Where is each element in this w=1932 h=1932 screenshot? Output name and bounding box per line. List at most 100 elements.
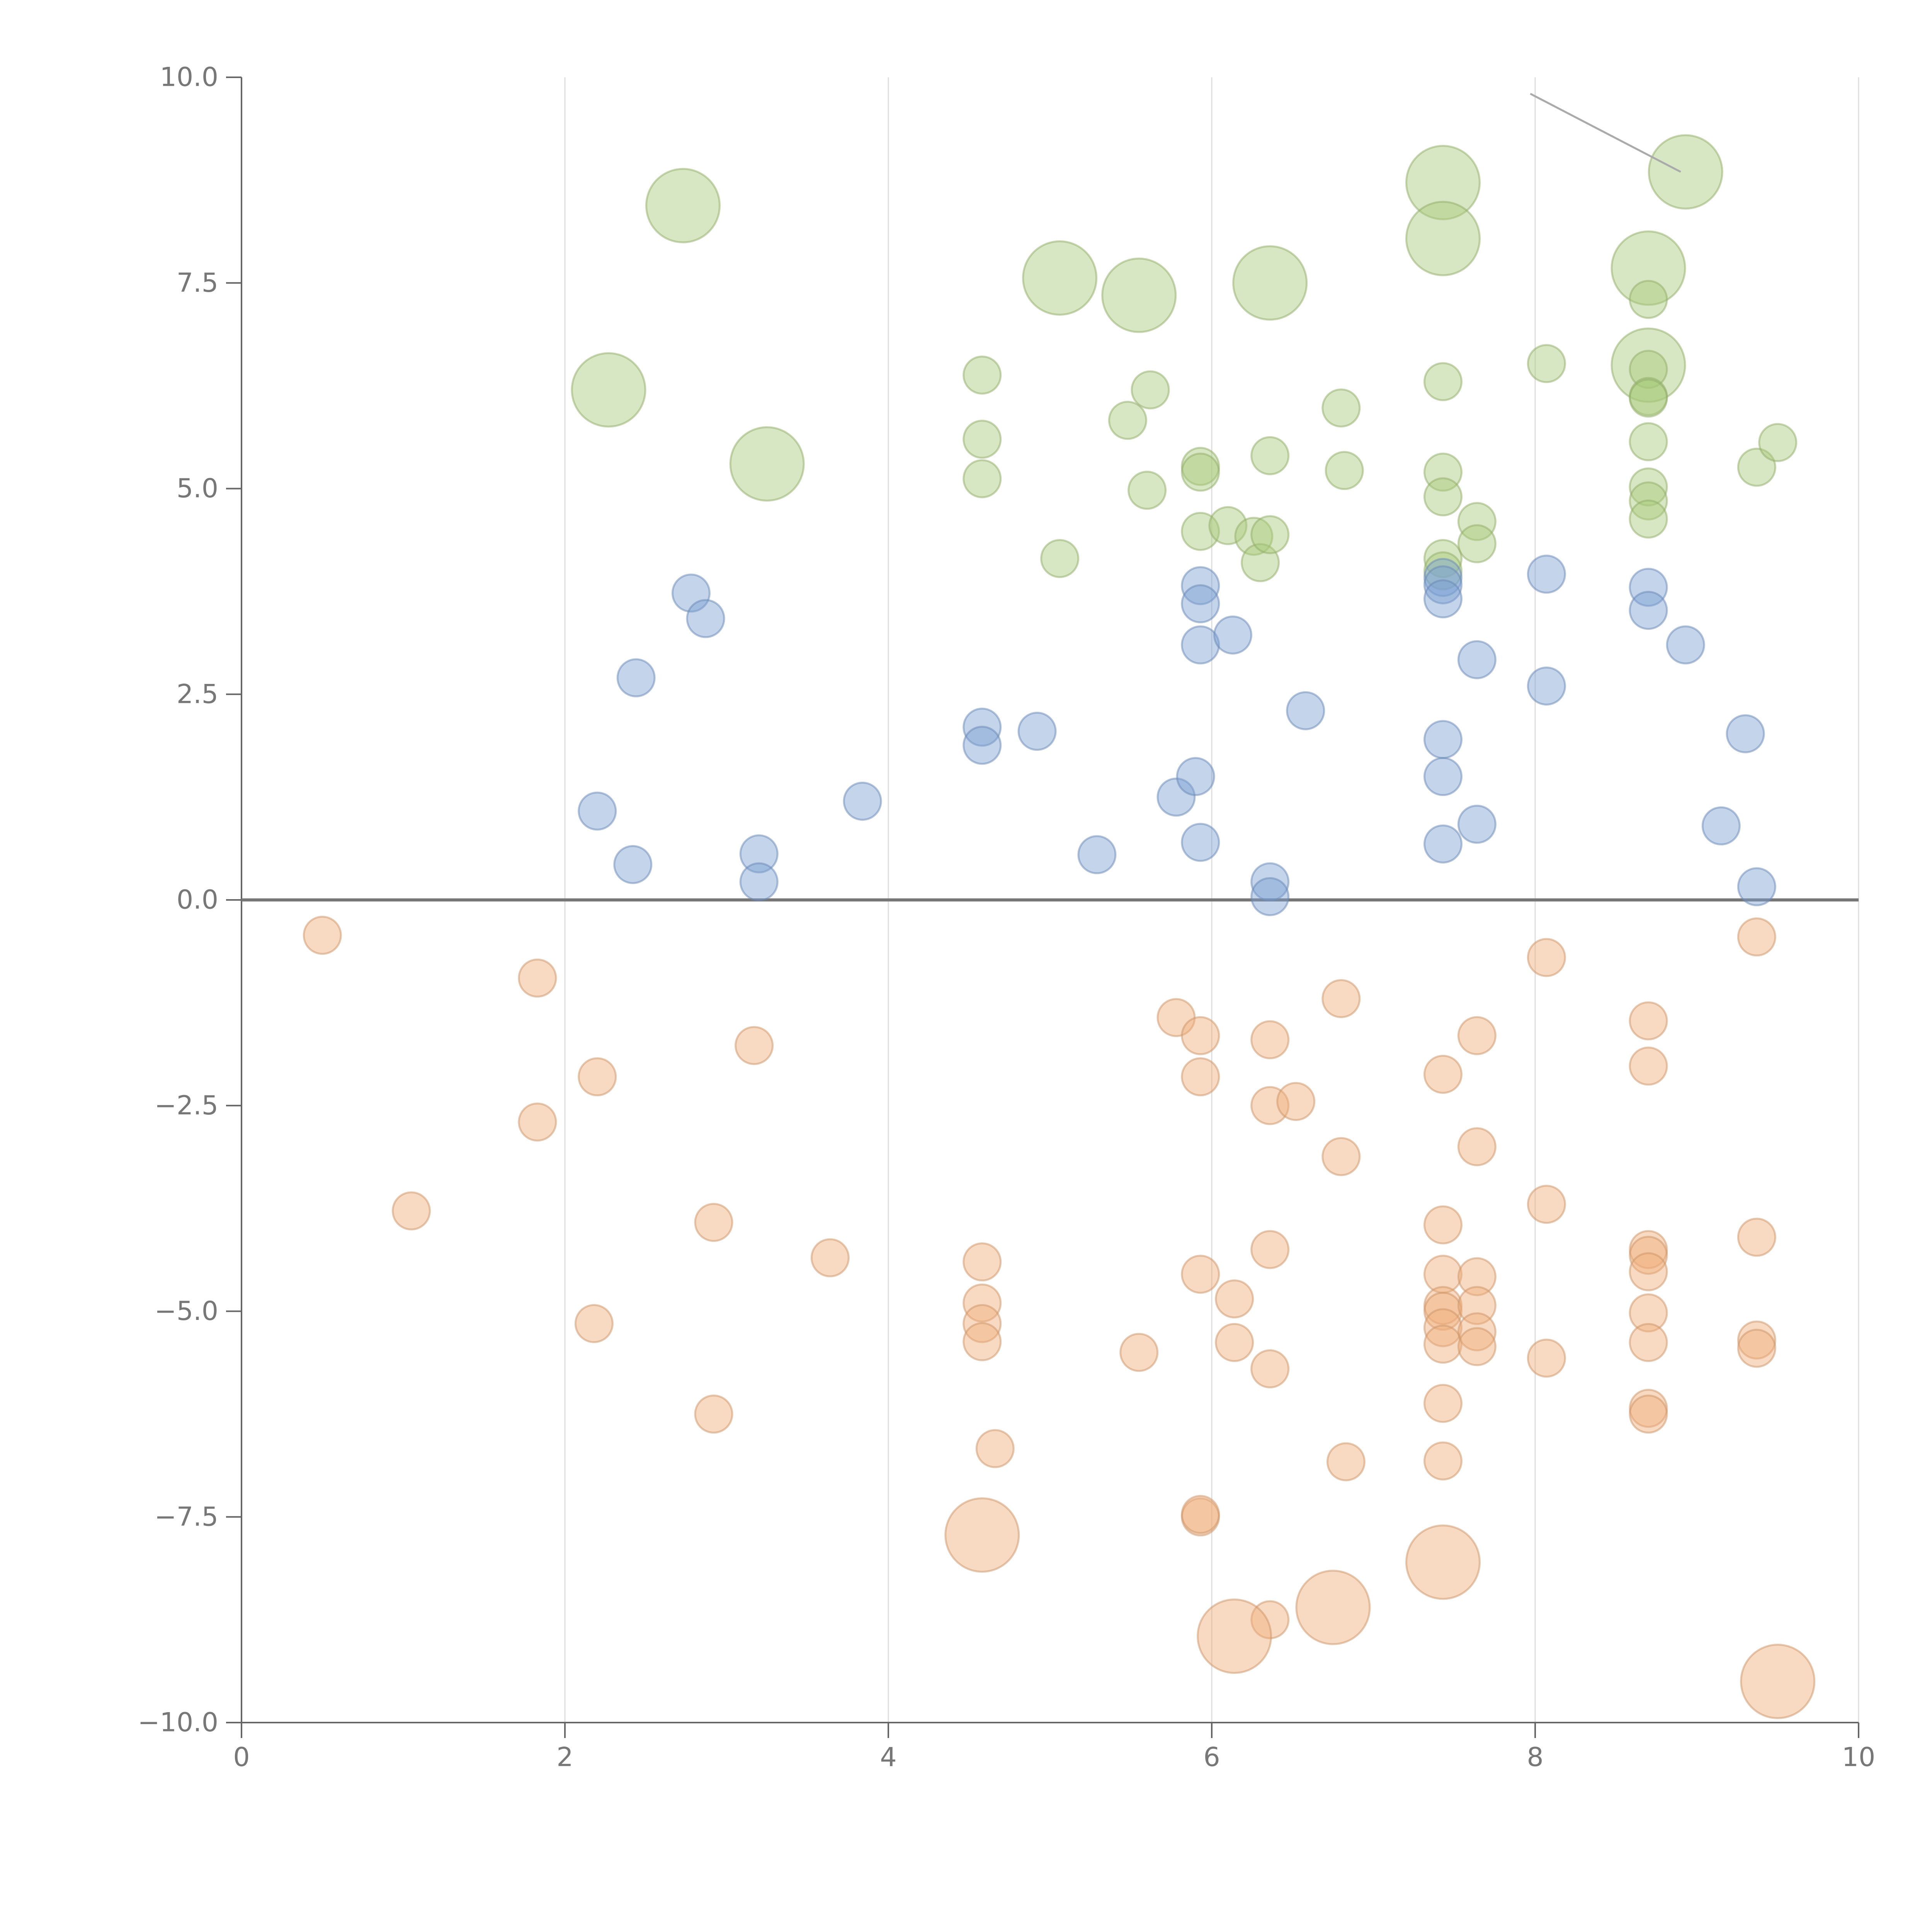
- data-point: [1457, 1127, 1497, 1167]
- data-point: [391, 1191, 431, 1231]
- data-point: [1250, 515, 1290, 554]
- data-point: [1213, 615, 1252, 655]
- data-point: [578, 791, 617, 831]
- data-point: [1629, 568, 1668, 607]
- data-point: [1629, 1236, 1668, 1275]
- data-point: [1611, 230, 1686, 306]
- data-point: [1250, 877, 1290, 916]
- data-point: [1423, 565, 1463, 605]
- data-point: [1423, 720, 1463, 759]
- data-point: [1423, 1205, 1463, 1245]
- x-tick-label: 6: [1203, 1742, 1220, 1773]
- data-point: [1737, 1218, 1776, 1257]
- data-point: [963, 1242, 1002, 1282]
- data-point: [1629, 499, 1668, 539]
- data-point: [694, 1395, 733, 1434]
- data-point: [1101, 257, 1177, 333]
- data-point: [1423, 477, 1463, 517]
- data-point: [1197, 1598, 1272, 1674]
- data-point: [1629, 467, 1668, 507]
- data-point: [1423, 579, 1463, 619]
- data-point: [694, 1203, 733, 1242]
- data-point: [1737, 867, 1776, 906]
- data-point: [1527, 1338, 1566, 1378]
- data-point: [1250, 436, 1290, 475]
- data-point: [1040, 539, 1080, 578]
- data-point: [1181, 452, 1220, 492]
- data-point: [1423, 824, 1463, 864]
- data-point: [1250, 862, 1290, 901]
- y-tick-label: −5.0: [155, 1296, 218, 1327]
- y-tick-label: −7.5: [155, 1502, 218, 1532]
- data-point: [735, 1026, 774, 1065]
- data-point: [574, 1304, 614, 1343]
- data-point: [1077, 835, 1117, 874]
- data-point: [1457, 804, 1497, 844]
- data-point: [1629, 1252, 1668, 1291]
- annotation: [1530, 93, 1681, 173]
- x-tick-label: 2: [556, 1742, 573, 1773]
- y-tick-label: 2.5: [177, 679, 218, 709]
- data-point: [1181, 1057, 1220, 1097]
- data-point: [843, 782, 882, 821]
- data-point: [1527, 554, 1566, 594]
- data-point: [1648, 134, 1723, 210]
- data-point: [645, 168, 721, 243]
- data-point: [1181, 625, 1220, 665]
- data-point: [1405, 201, 1481, 276]
- data-point: [1208, 506, 1248, 545]
- data-point: [963, 1283, 1002, 1323]
- y-tick-label: 5.0: [177, 473, 218, 504]
- data-point: [1457, 1257, 1497, 1296]
- x-tick-label: 10: [1842, 1742, 1876, 1773]
- data-point: [1629, 1001, 1668, 1041]
- data-point: [1326, 1442, 1366, 1481]
- data-point: [739, 834, 779, 874]
- data-point: [1737, 917, 1776, 957]
- data-point: [739, 862, 779, 901]
- data-point: [1405, 145, 1481, 221]
- data-point: [1119, 1333, 1159, 1372]
- data-point: [1321, 1137, 1361, 1176]
- data-point: [1276, 1082, 1316, 1121]
- y-tick-label: −10.0: [138, 1708, 218, 1738]
- data-point: [1423, 1441, 1463, 1481]
- data-point: [1457, 1327, 1497, 1366]
- axes: [226, 77, 1859, 1738]
- data-point: [1250, 1020, 1290, 1060]
- x-tick-label: 8: [1527, 1742, 1543, 1773]
- data-point: [1629, 350, 1668, 389]
- data-point: [1250, 1086, 1290, 1125]
- x-tick-label: 0: [233, 1742, 250, 1773]
- data-point: [1629, 280, 1668, 319]
- x-tick-label: 4: [880, 1742, 896, 1773]
- data-point: [1423, 1292, 1463, 1331]
- data-point: [1232, 245, 1308, 321]
- data-point: [1457, 640, 1497, 679]
- data-point: [1181, 1495, 1220, 1534]
- data-point: [1181, 1016, 1220, 1055]
- data-point: [963, 726, 1002, 765]
- data-point: [944, 1497, 1020, 1573]
- data-point: [1527, 666, 1566, 706]
- data-point: [1250, 1349, 1290, 1389]
- data-point: [518, 958, 557, 998]
- data-point: [1423, 1325, 1463, 1364]
- data-point: [1423, 362, 1463, 401]
- data-point: [975, 1429, 1015, 1468]
- data-point: [1215, 1323, 1254, 1362]
- data-point: [1629, 1046, 1668, 1086]
- data-point: [1457, 1312, 1497, 1352]
- data-point: [616, 658, 656, 697]
- data-point: [1740, 1644, 1816, 1719]
- data-point: [1423, 757, 1463, 796]
- data-point: [1295, 1570, 1371, 1645]
- data-point: [1108, 401, 1147, 440]
- data-point: [571, 352, 646, 428]
- data-point: [1131, 370, 1170, 410]
- data-point: [1128, 471, 1167, 510]
- data-point: [613, 845, 653, 884]
- data-point: [1666, 625, 1705, 665]
- data-point: [1629, 591, 1668, 630]
